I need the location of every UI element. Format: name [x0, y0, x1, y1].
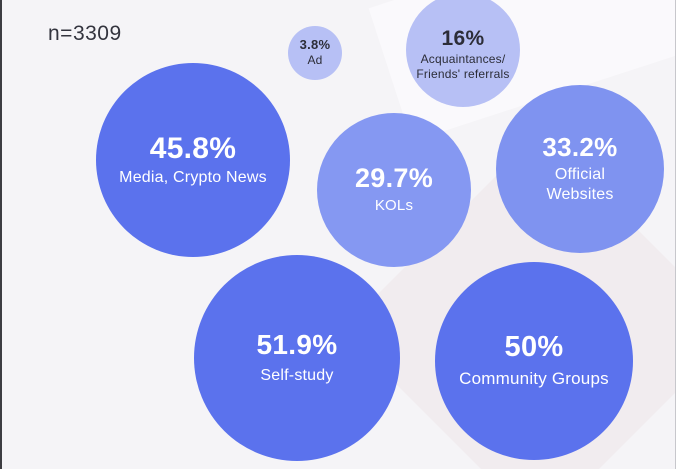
bubble-self-study: 51.9% Self-study — [194, 255, 400, 461]
bubble-value: 45.8% — [149, 132, 237, 165]
bubble-value: 16% — [441, 26, 485, 50]
bubble-label: Official Websites — [546, 165, 614, 203]
bubble-acquaintances-friends-referrals: 16% Acquaintances/ Friends' referrals — [406, 0, 520, 107]
bubble-value: 29.7% — [354, 163, 434, 194]
bubble-value: 50% — [504, 331, 564, 364]
sample-size-label: n=3309 — [48, 22, 122, 45]
bubble-value: 3.8% — [299, 37, 331, 53]
bubble-value: 33.2% — [542, 132, 618, 163]
bubble-label: Ad — [307, 52, 323, 67]
bubble-ad: 3.8% Ad — [288, 26, 342, 80]
bubble-value: 51.9% — [256, 329, 338, 361]
bubble-media-crypto-news: 45.8% Media, Crypto News — [96, 63, 290, 257]
bubble-official-websites: 33.2% Official Websites — [496, 85, 664, 253]
bubble-community-groups: 50% Community Groups — [435, 262, 633, 460]
bubble-label: Self-study — [260, 366, 334, 384]
bubble-label: Community Groups — [459, 369, 609, 389]
bubble-label: Media, Crypto News — [119, 169, 267, 186]
bubble-label: KOLs — [374, 196, 414, 214]
bubble-kols: 29.7% KOLs — [317, 113, 471, 267]
screen-edge-line-left — [0, 0, 2, 469]
bubble-label: Acquaintances/ Friends' referrals — [416, 52, 510, 82]
